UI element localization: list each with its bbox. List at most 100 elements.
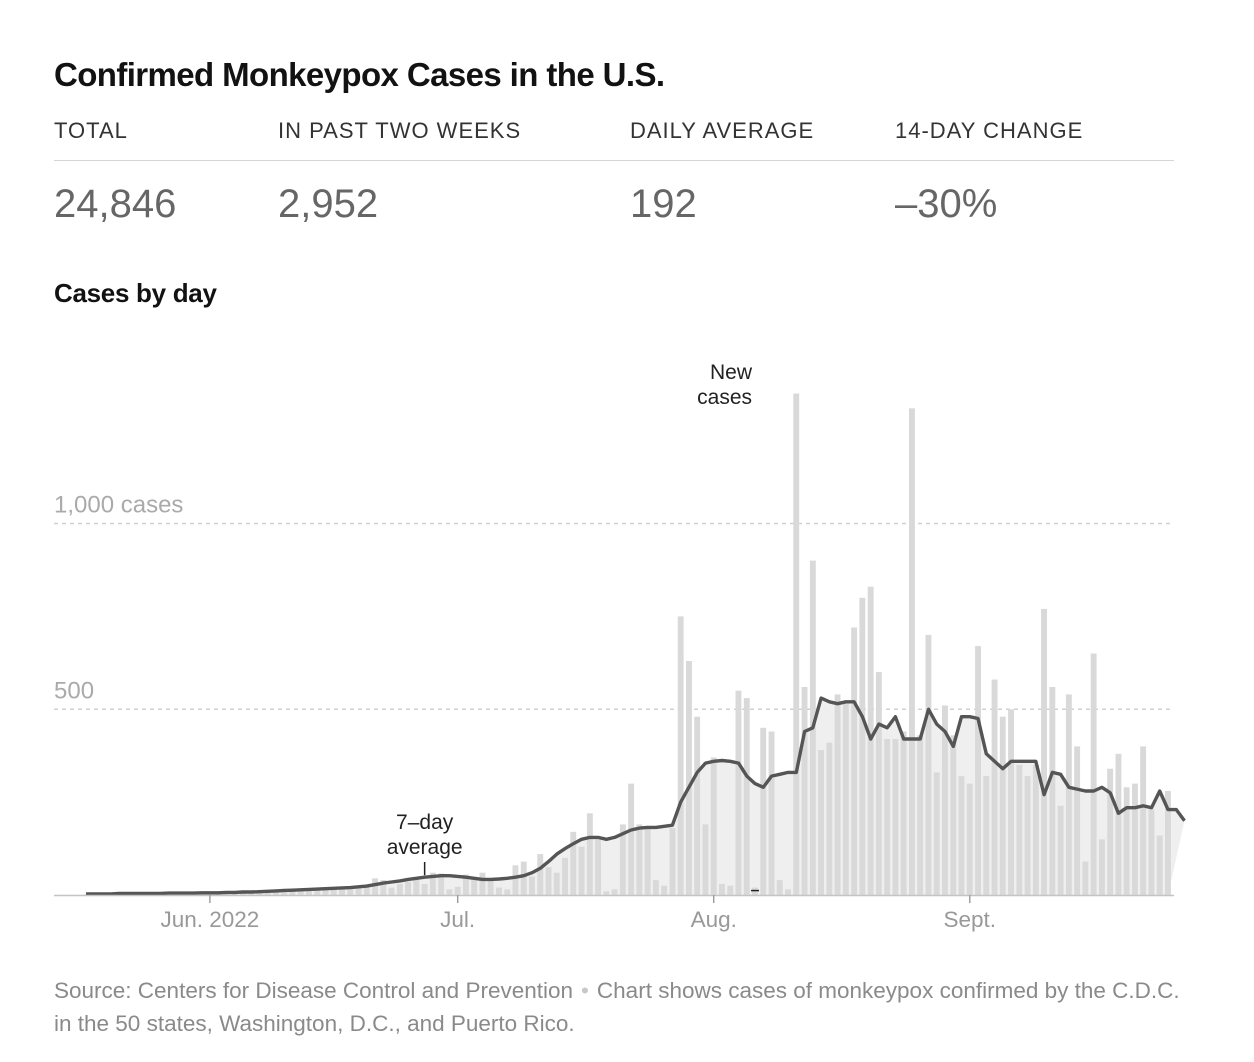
case-bar xyxy=(429,872,436,895)
case-bar xyxy=(421,883,428,895)
case-bar xyxy=(529,876,535,895)
case-bar xyxy=(1065,694,1072,895)
case-bar xyxy=(553,872,560,895)
case-bar xyxy=(1090,653,1097,895)
chart-note: Chart shows cases of monkeypox confirmed… xyxy=(54,978,1180,1036)
case-bar xyxy=(760,727,767,895)
case-bar xyxy=(504,889,511,895)
case-bar xyxy=(487,878,494,895)
case-bar xyxy=(1123,787,1130,895)
case-bar xyxy=(240,893,246,895)
case-bar xyxy=(851,627,858,895)
case-bar xyxy=(842,701,849,895)
case-bar xyxy=(264,893,271,895)
case-bar xyxy=(512,865,519,895)
case-bar xyxy=(347,888,354,895)
case-bar xyxy=(1115,753,1122,895)
stat-value: 192 xyxy=(630,182,697,226)
case-bar xyxy=(793,393,800,895)
gridlines xyxy=(54,522,1174,710)
case-bar xyxy=(446,889,453,895)
case-bar xyxy=(1148,809,1155,895)
case-bar xyxy=(950,735,957,895)
case-bar xyxy=(322,889,329,895)
case-bar xyxy=(859,597,866,895)
case-bar xyxy=(735,690,742,895)
case-bar xyxy=(983,776,990,895)
case-bar xyxy=(396,883,403,895)
annotation-new-cases-line2: cases xyxy=(697,386,752,409)
stat-label: 14-day change xyxy=(895,118,1084,143)
case-bar xyxy=(289,891,296,895)
case-bar xyxy=(454,886,461,895)
case-bar xyxy=(644,828,651,895)
case-bar xyxy=(1099,839,1105,895)
case-bar xyxy=(686,661,692,895)
case-bar xyxy=(355,886,362,895)
chart-footer: Source: Centers for Disease Control and … xyxy=(54,974,1184,1040)
x-tick-label: Jul. xyxy=(440,907,475,932)
case-bar xyxy=(909,408,915,895)
case-bar xyxy=(834,694,841,895)
case-bar xyxy=(892,739,899,895)
case-bar xyxy=(1008,709,1014,896)
case-bar xyxy=(520,861,527,895)
stat-label: Total xyxy=(54,118,128,143)
case-bar xyxy=(727,885,734,895)
chart-subtitle: Cases by day xyxy=(54,278,217,308)
annotation-average-line2: average xyxy=(387,836,463,859)
case-bar xyxy=(281,892,288,895)
case-bar xyxy=(405,882,411,895)
separator-dot-icon: • xyxy=(581,978,589,1003)
case-bar xyxy=(314,888,321,895)
stat-total: Total 24,846 xyxy=(54,118,176,226)
case-bar xyxy=(636,824,643,895)
case-bar xyxy=(719,883,725,895)
case-bar xyxy=(933,772,940,895)
case-bar xyxy=(496,887,502,895)
stat-14-day-change: 14-day change –30% xyxy=(895,118,1084,226)
case-bar xyxy=(768,731,775,895)
case-bar xyxy=(884,739,891,895)
case-bar xyxy=(603,891,610,895)
source-note: Source: Centers for Disease Control and … xyxy=(54,978,574,1003)
case-bar xyxy=(619,824,626,895)
chart-title: Confirmed Monkeypox Cases in the U.S. xyxy=(54,56,665,93)
average-line xyxy=(86,696,1186,896)
case-bar xyxy=(1107,768,1114,895)
case-bar xyxy=(1132,783,1138,896)
case-bar xyxy=(198,894,205,895)
case-bar xyxy=(256,892,263,895)
case-bar xyxy=(661,885,668,895)
case-bar xyxy=(388,887,395,895)
case-bar xyxy=(223,893,230,895)
case-bar xyxy=(628,783,635,896)
y-tick-label: 1,000 cases xyxy=(54,492,183,519)
case-bar xyxy=(586,813,593,895)
case-bar xyxy=(1032,765,1039,895)
case-bar xyxy=(1074,746,1081,895)
case-bar xyxy=(578,846,585,895)
case-bar xyxy=(743,698,750,895)
case-bar xyxy=(339,887,345,895)
case-bar xyxy=(1016,765,1023,895)
case-bar xyxy=(776,880,783,895)
stats-divider xyxy=(54,160,1174,161)
case-bar xyxy=(694,716,701,895)
stats-table: Total 24,846 In past two weeks 2,952 Dai… xyxy=(54,118,1174,228)
case-bar xyxy=(463,874,469,895)
case-bar xyxy=(975,646,981,895)
case-bar xyxy=(479,872,486,895)
case-bar xyxy=(545,867,552,895)
case-bar xyxy=(677,616,684,895)
case-bar xyxy=(818,750,824,895)
case-bar xyxy=(991,679,998,895)
x-tick-label: Sept. xyxy=(943,907,996,932)
case-bar xyxy=(1082,861,1089,895)
y-axis-labels: 500 1,000 cases xyxy=(54,492,183,705)
stat-label: Daily average xyxy=(630,118,815,143)
case-bar xyxy=(438,873,445,895)
case-bar xyxy=(999,716,1006,895)
case-bar xyxy=(958,776,965,895)
